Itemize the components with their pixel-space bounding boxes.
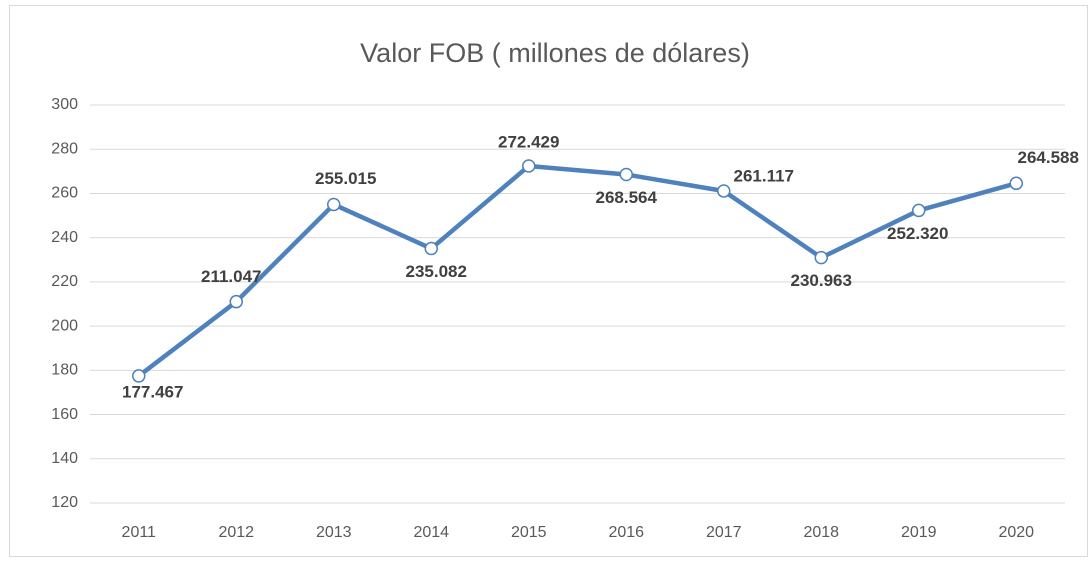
- marker: [912, 203, 926, 218]
- x-tick-label: 2013: [316, 524, 352, 541]
- marker: [327, 197, 341, 212]
- marker: [424, 241, 438, 256]
- x-tick-label: 2020: [998, 524, 1034, 541]
- x-tick-label: 2017: [706, 524, 742, 541]
- marker: [522, 159, 536, 173]
- marker: [717, 184, 731, 198]
- y-tick-label: 180: [51, 362, 78, 379]
- x-tick-label: 2012: [218, 524, 254, 541]
- value-label: 235.082: [406, 262, 467, 281]
- chart-title: Valor FOB ( millones de dólares): [360, 38, 750, 68]
- x-tick-label: 2014: [413, 524, 449, 541]
- y-tick-label: 120: [51, 494, 78, 511]
- value-label: 230.963: [791, 271, 852, 290]
- value-label: 255.015: [315, 169, 376, 188]
- value-label: 272.429: [498, 132, 559, 151]
- x-tick-label: 2011: [122, 524, 157, 541]
- marker: [132, 369, 146, 383]
- x-tick-label: 2019: [901, 524, 937, 541]
- y-tick-label: 140: [51, 450, 78, 467]
- y-tick-label: 300: [51, 96, 78, 113]
- y-tick-label: 280: [51, 140, 78, 157]
- value-label: 268.564: [596, 188, 658, 207]
- value-label: 261.117: [733, 166, 794, 185]
- x-tick-label: 2018: [803, 524, 839, 541]
- marker: [814, 250, 828, 265]
- value-label: 264.588: [1018, 148, 1079, 167]
- y-tick-label: 240: [51, 229, 78, 246]
- chart-border: [9, 5, 1088, 557]
- marker: [619, 167, 633, 182]
- y-tick-label: 220: [51, 273, 78, 290]
- y-tick-label: 200: [51, 317, 78, 334]
- marker: [229, 294, 243, 309]
- line: [137, 163, 1017, 378]
- marker: [1009, 176, 1023, 191]
- y-tick-label: 260: [51, 185, 78, 202]
- y-tick-label: 160: [51, 406, 78, 423]
- value-label: 177.467: [122, 382, 183, 401]
- value-label: 252.320: [887, 224, 948, 243]
- value-label: 211.047: [201, 267, 262, 286]
- x-tick-label: 2016: [608, 524, 644, 541]
- x-tick-label: 2015: [511, 524, 547, 541]
